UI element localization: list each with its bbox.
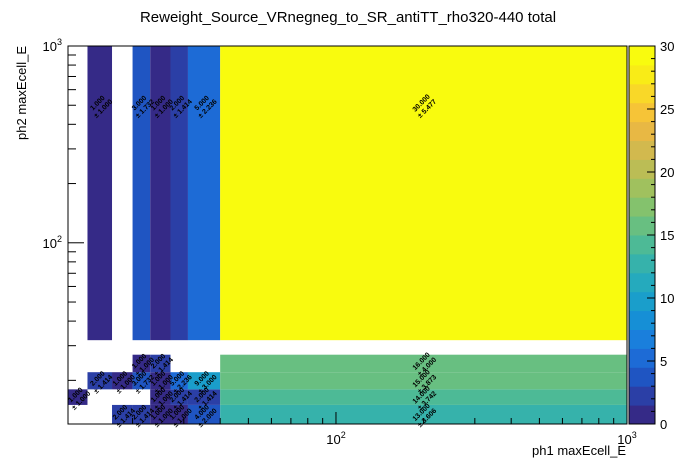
colorbar-swatch [629,348,655,368]
plot-area [68,46,628,424]
heatmap-cell [150,46,171,341]
color-scale: 0 5 10 15 20 25 30 [628,39,674,432]
heatmap-cell [68,389,88,405]
colorbar-swatch [629,235,655,255]
colorbar-swatch [629,178,655,198]
colorbar-swatch [629,159,655,179]
colorbar-tick-label: 10 [660,291,674,306]
colorbar-tick-label: 30 [660,39,674,54]
heatmap-cell [150,354,171,373]
colorbar-swatch [629,272,655,293]
colorbar-swatch [629,253,655,274]
heatmap-cell [220,372,628,390]
heatmap-cell [187,372,221,390]
colorbar-swatch [629,310,655,330]
colorbar-swatch [629,46,655,66]
heatmap-cell [150,372,171,390]
y-tick-label: 102 [43,234,62,251]
chart-title: Reweight_Source_VRnegneg_to_SR_antiTT_rh… [140,9,556,26]
colorbar-tick-label: 15 [660,228,674,243]
colorbar-swatch [629,291,655,312]
heatmap-cell [132,404,151,424]
colorbar-swatch [629,102,655,123]
colorbar-tick-label: 0 [660,417,667,432]
colorbar-swatch [629,386,655,406]
colorbar-tick-label: 25 [660,102,674,117]
colorbar-swatch [629,83,655,104]
heatmap-cell [220,404,628,424]
heatmap-cell [170,46,188,341]
colorbar-swatch [629,121,655,141]
heatmap-cell [170,389,188,405]
colorbar-tick-label: 20 [660,165,674,180]
heatmap-cell [132,372,151,390]
heatmap-cell [150,389,171,405]
colorbar-swatch [629,405,655,425]
x-tick-label: 102 [326,430,345,447]
colorbar-swatch [629,140,655,160]
heatmap-cell [220,389,628,405]
heatmap-cell [170,372,188,390]
heatmap-cell [112,404,133,424]
colorbar-swatch [629,64,655,85]
y-tick-label: 103 [43,37,62,54]
heatmap-cell [132,46,151,341]
colorbar-swatch [629,329,655,349]
x-tick-label: 103 [617,430,636,447]
y-axis: 102 103 [43,37,84,381]
heatmap-cell [150,404,171,424]
heatmap-cell [87,46,113,341]
heatmap-cell [187,46,221,341]
heatmap-cell [187,404,221,424]
colorbar-swatch [629,216,655,236]
y-axis-label: ph2 maxEcell_E [14,46,29,140]
colorbar-swatch [629,367,655,387]
heatmap-cell [112,372,133,390]
colorbar-tick-label: 5 [660,354,667,369]
colorbar-swatch [629,197,655,217]
heatmap-cell [220,354,628,373]
x-axis-label: ph1 maxEcell_E [532,443,626,458]
heatmap-cell [132,354,151,373]
plot-frame [67,45,628,425]
heatmap-cell [187,389,221,405]
heatmap-cell [220,46,628,341]
x-axis: 102 103 [132,412,637,447]
heatmap-cell [87,372,113,390]
